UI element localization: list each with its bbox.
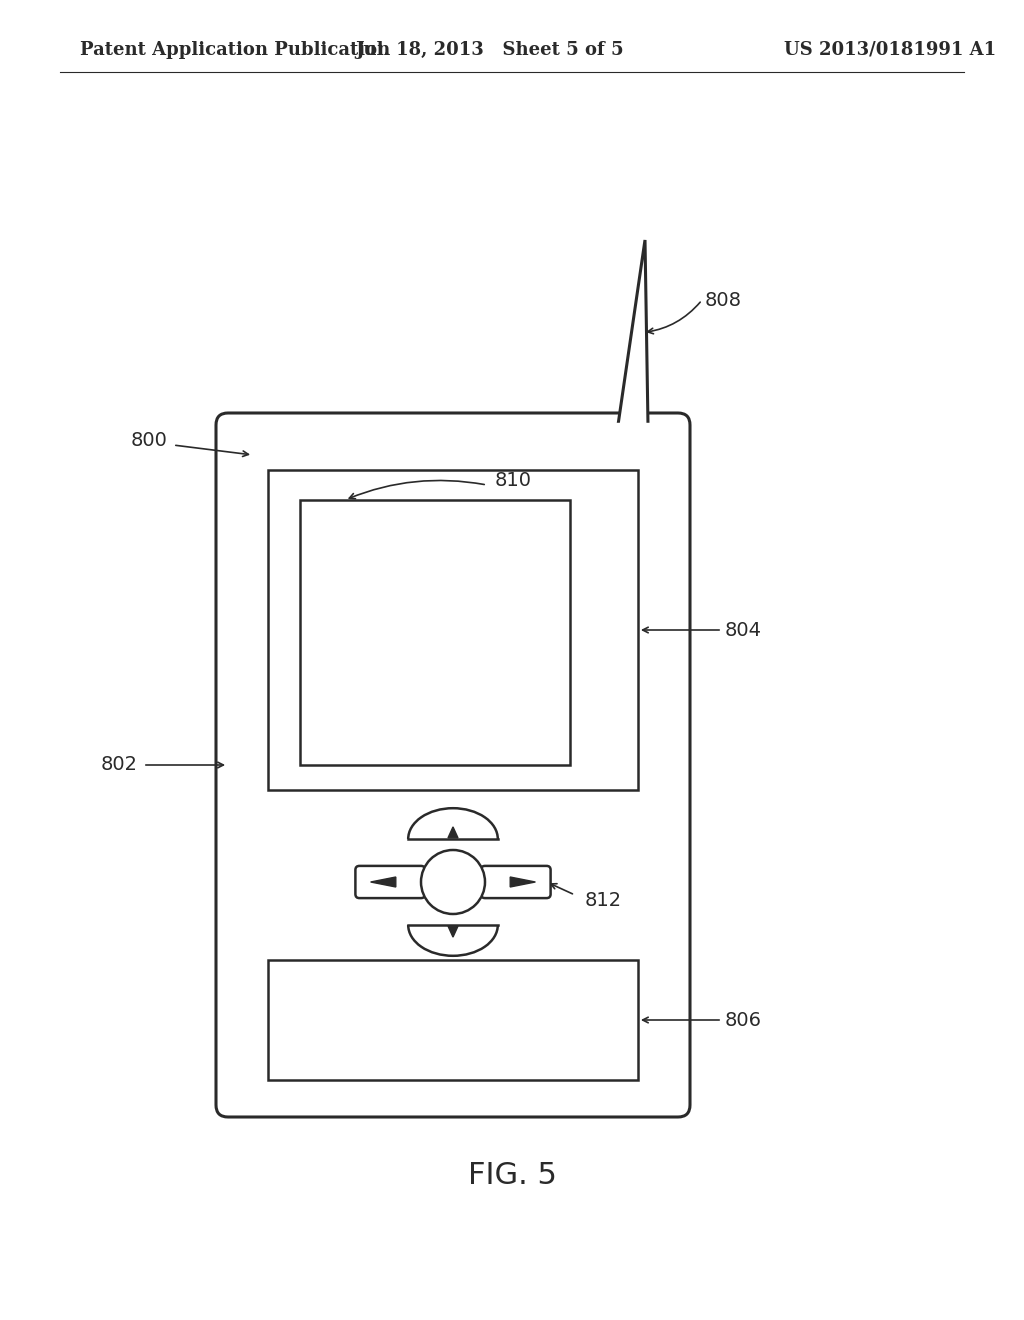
Bar: [268, 960, 638, 1080]
Circle shape: [421, 850, 485, 913]
Text: US 2013/0181991 A1: US 2013/0181991 A1: [784, 41, 996, 59]
Text: 808: 808: [705, 290, 742, 309]
Polygon shape: [371, 876, 396, 887]
Text: 812: 812: [585, 891, 623, 909]
Bar: [300, 500, 570, 766]
FancyBboxPatch shape: [481, 866, 551, 898]
Polygon shape: [510, 876, 536, 887]
Text: 800: 800: [131, 430, 168, 450]
Text: 804: 804: [725, 620, 762, 639]
Text: Patent Application Publication: Patent Application Publication: [80, 41, 390, 59]
FancyBboxPatch shape: [355, 866, 425, 898]
Polygon shape: [449, 826, 458, 838]
FancyBboxPatch shape: [216, 413, 690, 1117]
Bar: [268, 470, 638, 789]
Text: 810: 810: [495, 470, 532, 490]
Text: Jul. 18, 2013   Sheet 5 of 5: Jul. 18, 2013 Sheet 5 of 5: [355, 41, 625, 59]
Polygon shape: [618, 240, 648, 425]
Text: FIG. 5: FIG. 5: [468, 1160, 556, 1189]
Text: 806: 806: [725, 1011, 762, 1030]
Text: 802: 802: [101, 755, 138, 775]
Polygon shape: [449, 927, 458, 937]
